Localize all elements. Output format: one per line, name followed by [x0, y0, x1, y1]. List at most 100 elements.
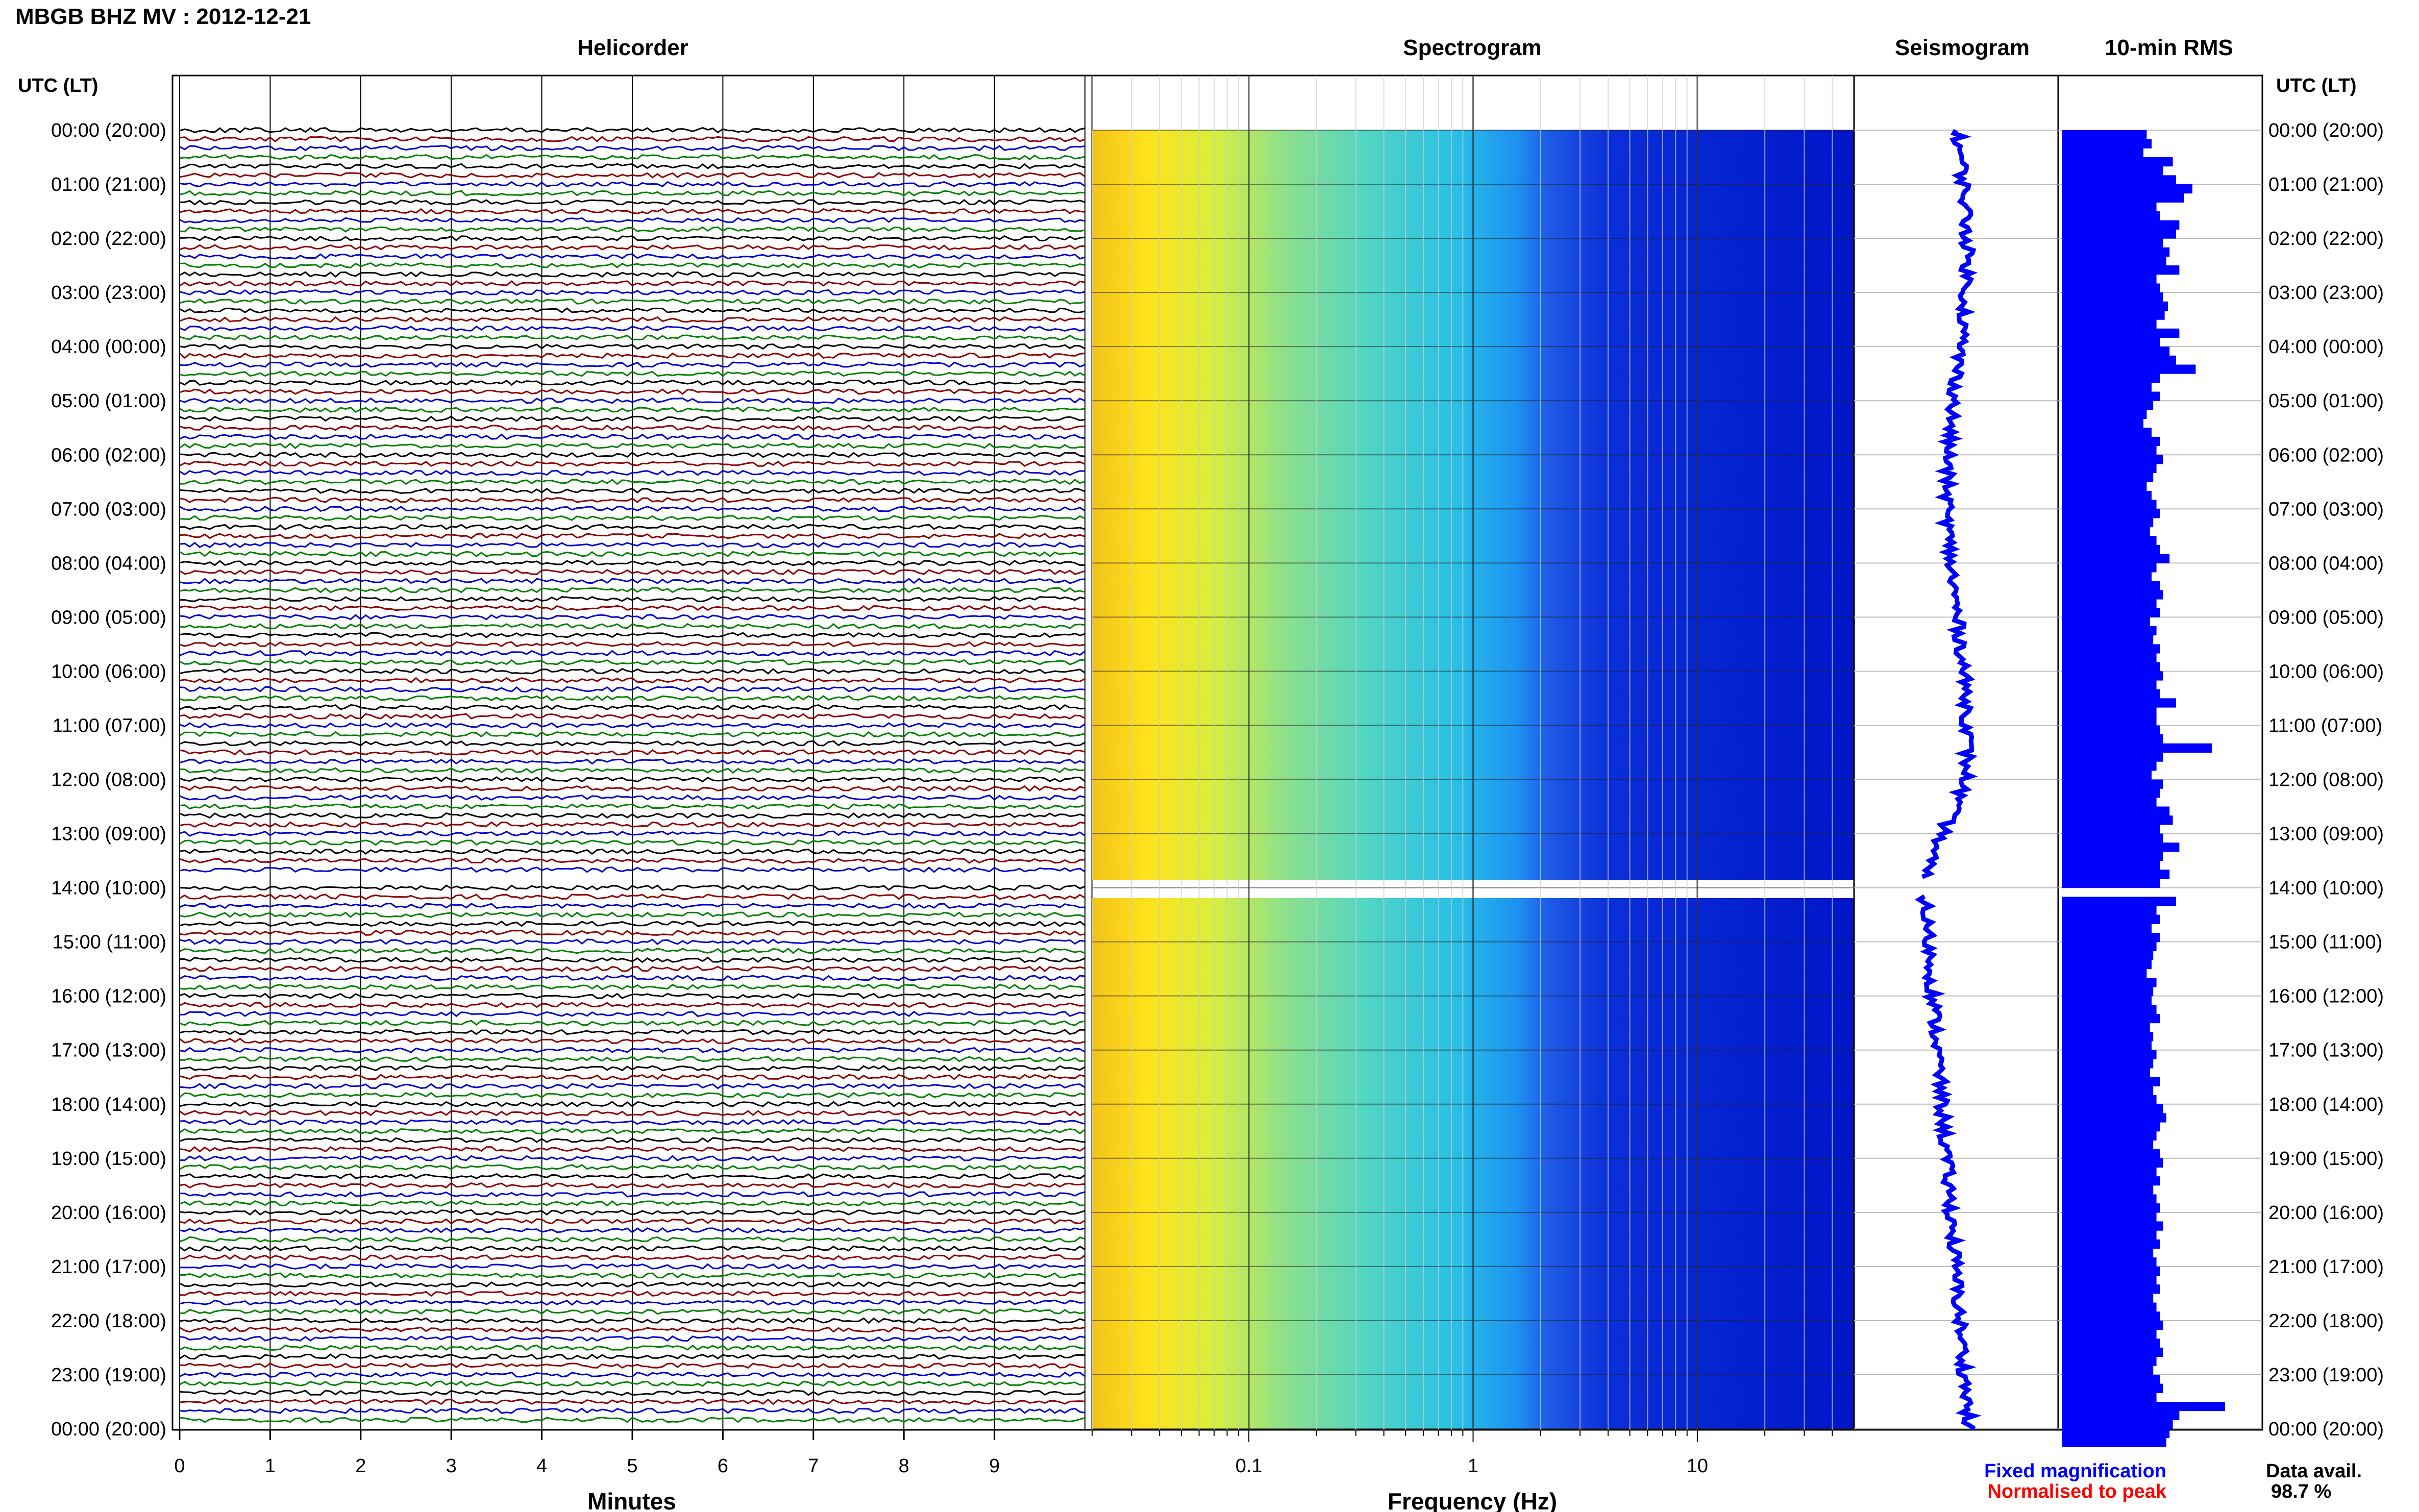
helicorder-traces	[179, 127, 1085, 1423]
spectrogram-gridlines	[1092, 76, 1854, 1430]
helicorder-trace	[179, 325, 1085, 332]
legend-normalised-to-peak: Normalised to peak	[1987, 1481, 2166, 1502]
helicorder-trace	[179, 460, 1085, 467]
spectrogram-x-ticks: 0.1 1 10	[1092, 1430, 1833, 1477]
helicorder-trace	[179, 217, 1085, 224]
helicorder-trace	[179, 568, 1085, 575]
rms-bar	[2062, 878, 2160, 888]
data-availability-label: Data avail.	[2266, 1460, 2362, 1482]
helicorder-trace	[179, 641, 1085, 648]
rms-bar	[2062, 572, 2152, 582]
helicorder-trace	[179, 911, 1085, 918]
row-label-right: 14:00 (10:00)	[2268, 878, 2384, 899]
rms-bar	[2062, 626, 2157, 636]
rms-bar	[2062, 599, 2157, 609]
rms-bar	[2062, 445, 2157, 455]
helicorder-trace	[179, 406, 1085, 413]
helicorder-trace	[179, 1245, 1085, 1252]
helicorder-trace	[179, 596, 1085, 603]
rms-bar	[2062, 545, 2160, 555]
rms-bar	[2062, 590, 2163, 600]
rms-bar	[2062, 1221, 2163, 1231]
helicorder-trace	[179, 190, 1085, 196]
helicorder-trace	[179, 1398, 1085, 1405]
rms-bar	[2062, 1185, 2154, 1195]
rms-bar	[2062, 247, 2170, 257]
helicorder-trace	[179, 902, 1085, 909]
spectrogram-x-tick-label: 0.1	[1236, 1455, 1263, 1477]
rms-bar	[2062, 707, 2157, 717]
utc-label-right: UTC (LT)	[2276, 75, 2357, 96]
helicorder-trace	[179, 1064, 1085, 1072]
helicorder-trace	[179, 650, 1085, 657]
rms-bar	[2062, 202, 2157, 212]
row-label-right: 03:00 (23:00)	[2268, 282, 2384, 304]
helicorder-trace	[179, 1092, 1085, 1099]
rms-bar	[2062, 1248, 2154, 1258]
helicorder-trace	[179, 524, 1085, 530]
helicorder-trace	[179, 172, 1085, 179]
helicorder-trace	[179, 433, 1085, 440]
helicorder-trace	[179, 623, 1085, 630]
rms-bar	[2062, 473, 2154, 482]
helicorder-header: Helicorder	[577, 35, 688, 60]
helicorder-trace	[179, 857, 1085, 864]
row-label-left: 03:00 (23:00)	[51, 282, 166, 304]
rms-bar	[2062, 364, 2196, 374]
helicorder-trace	[179, 163, 1085, 169]
rms-bar	[2062, 418, 2143, 428]
rms-bar	[2062, 391, 2160, 401]
helicorder-trace	[179, 1137, 1085, 1144]
helicorder-trace	[179, 894, 1085, 900]
row-label-right: 01:00 (21:00)	[2268, 174, 2384, 195]
seismogram-header: Seismogram	[1895, 35, 2030, 60]
helicorder-trace	[179, 1326, 1085, 1333]
helicorder-trace	[179, 929, 1085, 936]
helicorder-trace	[179, 505, 1085, 512]
helicorder-trace	[179, 866, 1085, 873]
rms-bar	[2062, 1158, 2163, 1168]
row-label-left: 00:00 (20:00)	[51, 1419, 166, 1440]
helicorder-trace	[179, 632, 1085, 638]
rms-bar	[2062, 220, 2180, 230]
helicorder-trace	[179, 136, 1085, 143]
rms-bar	[2062, 256, 2166, 266]
row-label-left: 02:00 (22:00)	[51, 228, 166, 250]
row-label-left: 06:00 (02:00)	[51, 444, 166, 466]
helicorder-trace	[179, 848, 1085, 855]
rms-bar	[2062, 951, 2154, 960]
rms-bar	[2062, 662, 2160, 672]
row-label-right: 09:00 (05:00)	[2268, 607, 2384, 628]
helicorder-trace	[179, 1281, 1085, 1288]
helicorder-x-ticks: 0 1 2 3 4 5 6 7 8 9	[174, 1430, 1000, 1477]
helicorder-trace	[179, 199, 1085, 206]
helicorder-trace	[179, 1290, 1085, 1297]
helicorder-trace	[179, 334, 1085, 341]
helicorder-trace	[179, 767, 1085, 774]
rms-bar	[2062, 1113, 2166, 1123]
helicorder-trace	[179, 1155, 1085, 1161]
rms-bar	[2062, 1077, 2160, 1086]
rms-bar	[2062, 229, 2176, 239]
rms-bar	[2062, 1194, 2157, 1204]
rms-bar	[2062, 1023, 2150, 1032]
helicorder-trace	[179, 677, 1085, 684]
row-label-left: 18:00 (14:00)	[51, 1094, 166, 1116]
row-label-right: 16:00 (12:00)	[2268, 986, 2384, 1007]
rms-bar	[2062, 1104, 2163, 1113]
helicorder-trace	[179, 280, 1085, 287]
rms-bar	[2062, 978, 2157, 987]
rms-bar	[2062, 698, 2176, 708]
helicorder-trace	[179, 938, 1085, 946]
row-label-right: 04:00 (00:00)	[2268, 336, 2384, 358]
helicorder-x-tick-label: 3	[446, 1455, 457, 1477]
rms-bar	[2062, 382, 2152, 392]
rms-bar	[2062, 337, 2160, 347]
helicorder-x-tick-label: 5	[627, 1455, 637, 1477]
rms-bar	[2062, 283, 2160, 293]
helicorder-trace	[179, 731, 1085, 738]
rms-bar	[2062, 1329, 2157, 1339]
helicorder-trace	[179, 956, 1085, 963]
rms-bar	[2062, 1140, 2154, 1150]
seismogram-gridlines	[1854, 130, 2058, 1429]
